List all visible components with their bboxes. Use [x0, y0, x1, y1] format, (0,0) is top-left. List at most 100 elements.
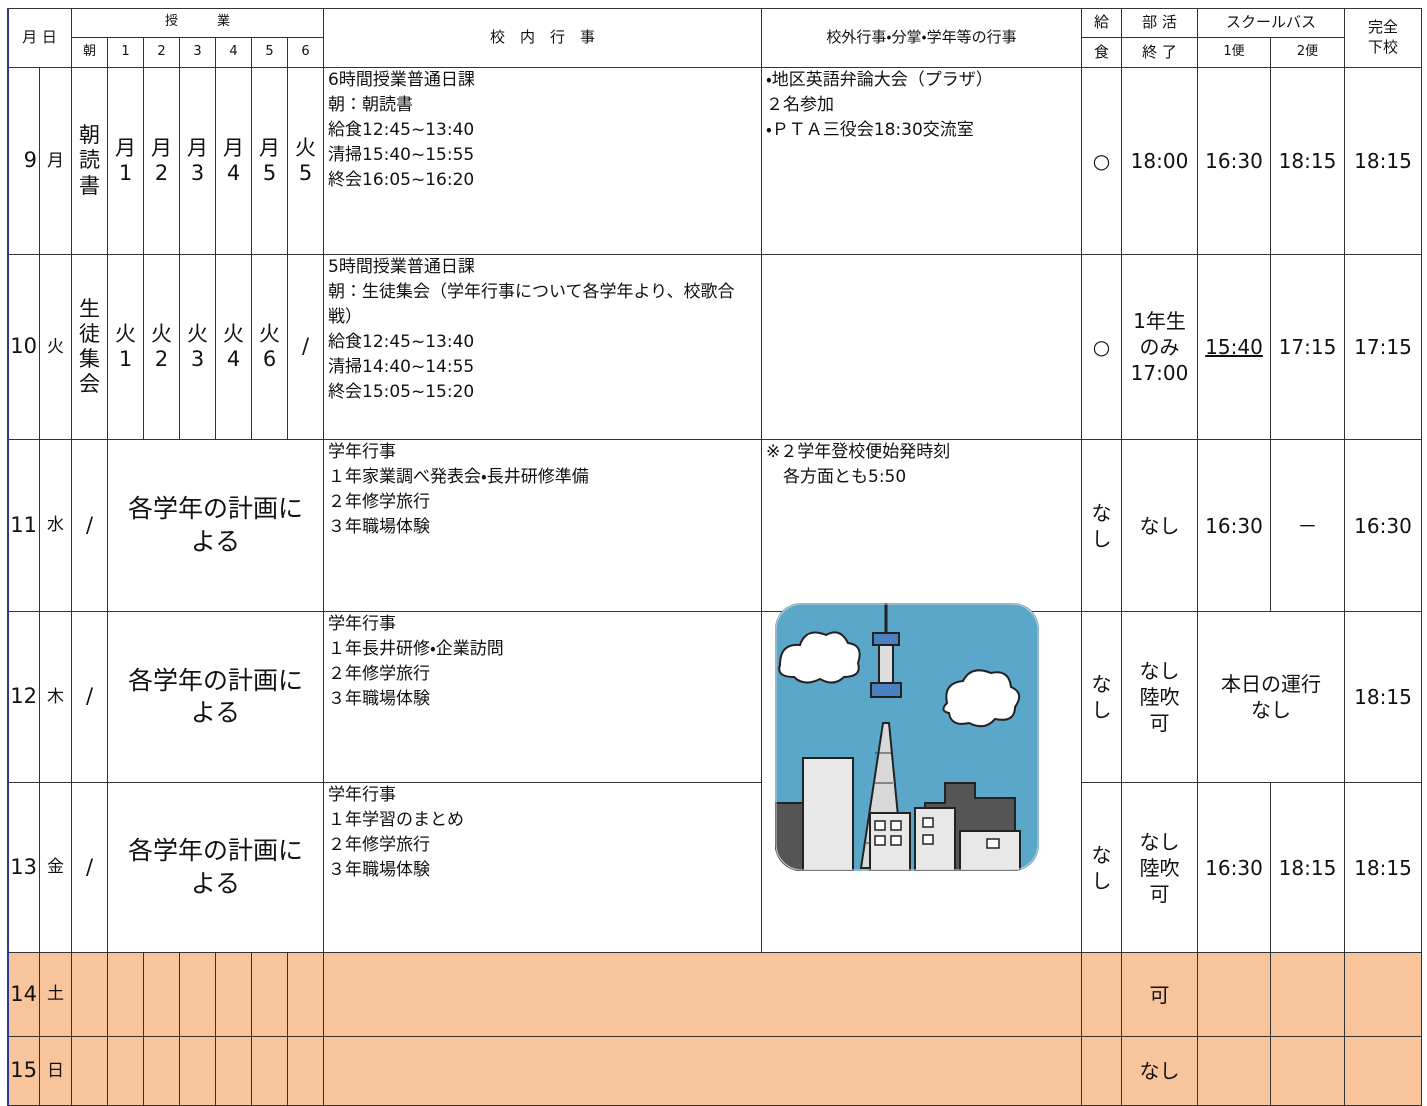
- tower-illustration: [775, 603, 1039, 871]
- header-bus1: 1便: [1198, 38, 1271, 68]
- dismissal: 18:15: [1345, 783, 1422, 953]
- morning: /: [72, 440, 108, 612]
- weekday: 火: [40, 255, 72, 440]
- club-end: 1年生 のみ 17:00: [1122, 255, 1198, 440]
- period: /: [288, 255, 324, 440]
- dismissal: 18:15: [1345, 68, 1422, 255]
- period: 月 2: [144, 68, 180, 255]
- school-events: 学年行事 １年長井研修・企業訪問 ２年修学旅行 ３年職場体験: [324, 612, 762, 783]
- empty-cell: [252, 1037, 288, 1106]
- period: 月 5: [252, 68, 288, 255]
- bus2: －: [1271, 440, 1345, 612]
- date: 15: [8, 1037, 40, 1106]
- weekday: 水: [40, 440, 72, 612]
- bus1: 16:30: [1198, 68, 1271, 255]
- period: 月 1: [108, 68, 144, 255]
- period: 火 4: [216, 255, 252, 440]
- top-border: [8, 8, 1422, 9]
- club-end: 18:00: [1122, 68, 1198, 255]
- lunch: [1082, 1037, 1122, 1106]
- school-events: 学年行事 １年家業調べ発表会・長井研修準備 ２年修学旅行 ３年職場体験: [324, 440, 762, 612]
- weekday: 土: [40, 953, 72, 1037]
- dismissal: 16:30: [1345, 440, 1422, 612]
- weekday: 木: [40, 612, 72, 783]
- weekday: 金: [40, 783, 72, 953]
- bus2: 18:15: [1271, 783, 1345, 953]
- school-events: 5時間授業普通日課 朝：生徒集会（学年行事について各学年より、校歌合戦） 給食1…: [324, 255, 762, 440]
- bus2: 18:15: [1271, 68, 1345, 255]
- lunch: な し: [1082, 612, 1122, 783]
- empty-cell: [144, 1037, 180, 1106]
- header-month-day: 月 日: [8, 8, 72, 68]
- header-lunch: 給: [1082, 8, 1122, 38]
- dismissal: [1345, 953, 1422, 1037]
- empty-cell: [108, 1037, 144, 1106]
- bus2: [1271, 1037, 1345, 1106]
- morning: 朝 読 書: [72, 68, 108, 255]
- school-events: 6時間授業普通日課 朝：朝読書 給食12:45~13:40 清掃15:40~15…: [324, 68, 762, 255]
- header-classes: 授 業: [72, 8, 324, 38]
- period: 月 3: [180, 68, 216, 255]
- period: 火 1: [108, 255, 144, 440]
- empty-cell: [180, 1037, 216, 1106]
- date: 13: [8, 783, 40, 953]
- date: 12: [8, 612, 40, 783]
- date: 14: [8, 953, 40, 1037]
- club-end: 可: [1122, 953, 1198, 1037]
- header-period: 2: [144, 38, 180, 68]
- header-bus: スクールバス: [1198, 8, 1345, 38]
- club-end: なし: [1122, 1037, 1198, 1106]
- class-plan: 各学年の計画に よる: [108, 440, 324, 612]
- header-club: 部 活: [1122, 8, 1198, 38]
- empty-cell: [324, 953, 1082, 1037]
- club-end: なし: [1122, 440, 1198, 612]
- period: 火 3: [180, 255, 216, 440]
- bus1: [1198, 953, 1271, 1037]
- lunch: な し: [1082, 440, 1122, 612]
- empty-cell: [252, 953, 288, 1037]
- bus1: 16:30: [1198, 783, 1271, 953]
- left-border: [7, 8, 9, 1106]
- lunch: ○: [1082, 255, 1122, 440]
- empty-cell: [324, 1037, 1082, 1106]
- empty-cell: [144, 953, 180, 1037]
- date: 10: [8, 255, 40, 440]
- outside-events: ※２学年登校便始発時刻 各方面とも5:50: [762, 440, 1082, 612]
- header-school-events: 校 内 行 事: [324, 8, 762, 68]
- lunch: な し: [1082, 783, 1122, 953]
- header-club: 終 了: [1122, 38, 1198, 68]
- club-end: なし 陸吹 可: [1122, 612, 1198, 783]
- period: 月 4: [216, 68, 252, 255]
- bus2: 17:15: [1271, 255, 1345, 440]
- bus: 本日の運行 なし: [1198, 612, 1345, 783]
- school-events: 学年行事 １年学習のまとめ ２年修学旅行 ３年職場体験: [324, 783, 762, 953]
- outside-events: [762, 255, 1082, 440]
- period: 火 5: [288, 68, 324, 255]
- date: 9: [8, 68, 40, 255]
- date: 11: [8, 440, 40, 612]
- dismissal: 18:15: [1345, 612, 1422, 783]
- header-period: 5: [252, 38, 288, 68]
- header-period: 朝: [72, 38, 108, 68]
- header-period: 6: [288, 38, 324, 68]
- dismissal: [1345, 1037, 1422, 1106]
- empty-cell: [72, 953, 108, 1037]
- empty-cell: [216, 1037, 252, 1106]
- empty-cell: [288, 1037, 324, 1106]
- period: 火 6: [252, 255, 288, 440]
- weekday: 月: [40, 68, 72, 255]
- empty-cell: [288, 953, 324, 1037]
- morning: 生 徒 集 会: [72, 255, 108, 440]
- header-lunch: 食: [1082, 38, 1122, 68]
- header-outside-events: 校外行事・分掌・学年等の行事: [762, 8, 1082, 68]
- outside-events: [762, 612, 1082, 953]
- morning: /: [72, 783, 108, 953]
- class-plan: 各学年の計画に よる: [108, 783, 324, 953]
- empty-cell: [72, 1037, 108, 1106]
- club-end: なし 陸吹 可: [1122, 783, 1198, 953]
- period: 火 2: [144, 255, 180, 440]
- dismissal: 17:15: [1345, 255, 1422, 440]
- empty-cell: [180, 953, 216, 1037]
- weekday: 日: [40, 1037, 72, 1106]
